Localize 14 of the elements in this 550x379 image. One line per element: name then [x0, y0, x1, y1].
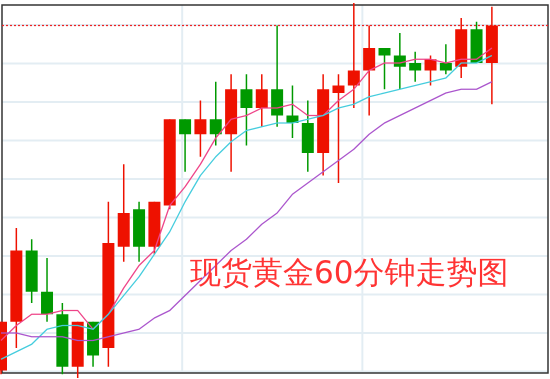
candlestick: [363, 24, 376, 116]
candlestick: [424, 54, 437, 86]
candlestick: [240, 74, 252, 146]
candlestick: [179, 118, 192, 172]
candlestick: [348, 2, 360, 109]
candlestick: [332, 74, 344, 184]
candlestick: [409, 51, 422, 82]
candlestick: [394, 32, 406, 90]
candlestick: [378, 47, 390, 90]
candlestick: [440, 44, 452, 75]
candlestick: [194, 100, 206, 158]
candlestick: [41, 257, 54, 322]
candlestick: [256, 74, 268, 128]
candlestick: [210, 81, 222, 146]
